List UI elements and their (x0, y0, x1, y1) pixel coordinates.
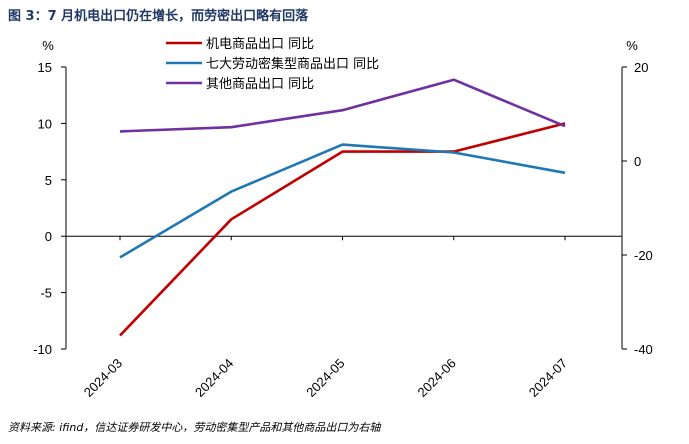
figure-title: 图 3：7 月机电出口仍在增长，而劳密出口略有回落 (8, 9, 309, 24)
x-tick-label: 2024-06 (415, 356, 459, 400)
series-line-2 (119, 143, 566, 259)
source-note: 资料来源: ifind，信达证券研发中心，劳动密集型产品和其他商品出口为右轴 (8, 421, 381, 434)
legend-label-1: 机电商品出口 同比 (206, 37, 314, 52)
left-tick-label: 0 (45, 229, 52, 244)
right-tick-label: -40 (634, 342, 653, 357)
legend-label-3: 其他商品出口 同比 (206, 77, 314, 92)
left-tick-label: -5 (40, 286, 52, 301)
right-tick-label: 0 (634, 154, 641, 169)
series-line-1 (119, 122, 566, 337)
series-line-3 (119, 78, 566, 133)
right-axis-unit: % (626, 38, 638, 53)
left-tick-label: 15 (38, 60, 52, 75)
x-tick-label: 2024-04 (192, 356, 236, 400)
axes (61, 66, 627, 350)
left-axis-unit: % (42, 38, 54, 53)
right-tick-label: 20 (634, 60, 648, 75)
tick-labels: 15 10 5 0 -5 -10 20 0 -20 -40% % 2024-03 2024-04 2024… (33, 38, 653, 400)
legend-label-2: 七大劳动密集型商品出口 同比 (206, 56, 379, 72)
left-tick-label: 10 (38, 116, 52, 131)
x-tick-label: 2024-05 (303, 356, 347, 400)
left-tick-label: -10 (33, 342, 52, 357)
right-tick-label: -20 (634, 248, 653, 263)
x-tick-label: 2024-03 (81, 356, 125, 400)
left-tick-label: 5 (45, 173, 52, 188)
x-tick-label: 2024-07 (526, 356, 570, 400)
series-lines (119, 78, 566, 337)
